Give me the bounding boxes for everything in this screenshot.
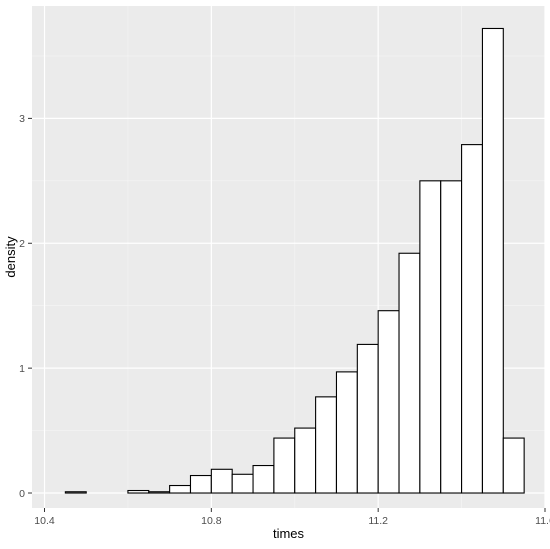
x-tick-label: 10.4 — [34, 515, 55, 527]
histogram-bar — [252, 464, 275, 494]
y-tick-label: 1 — [19, 363, 25, 375]
y-tick-label: 2 — [19, 238, 25, 250]
x-tick-label: 10.8 — [201, 515, 222, 527]
histogram-bar — [64, 491, 87, 494]
histogram-bar — [169, 484, 192, 494]
x-axis-ticks: 10.4 10.8 11.2 11.6 — [34, 508, 550, 527]
histogram-bar — [481, 27, 504, 494]
y-axis-title: density — [3, 236, 18, 278]
histogram-bars — [64, 27, 525, 494]
histogram-bar — [189, 474, 212, 494]
x-tick-label: 11.2 — [368, 515, 388, 527]
histogram-bar — [419, 180, 442, 494]
y-tick-label: 0 — [19, 488, 25, 500]
histogram-bar — [356, 343, 379, 494]
histogram-bar — [294, 427, 317, 494]
histogram-bar — [461, 144, 483, 494]
histogram-bar — [148, 491, 171, 494]
histogram-bar — [127, 489, 150, 494]
y-tick-label: 3 — [19, 113, 25, 125]
histogram-bar — [502, 437, 525, 494]
histogram-bar — [377, 310, 400, 494]
histogram-bar — [210, 468, 233, 494]
histogram-bar — [335, 371, 358, 494]
histogram-bar — [273, 437, 296, 494]
x-axis-title: times — [273, 526, 305, 541]
histogram-bar — [398, 252, 421, 494]
y-axis-ticks: 0 1 2 3 — [19, 113, 32, 500]
histogram-bar — [440, 180, 463, 494]
x-tick-label: 11.6 — [535, 515, 550, 527]
histogram-bar — [231, 473, 254, 494]
histogram-bar — [315, 396, 338, 494]
